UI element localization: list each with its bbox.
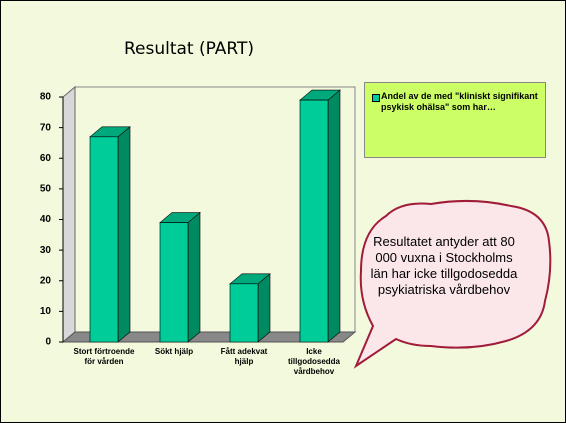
y-tick-label: 80 [40, 92, 52, 103]
bar-front [159, 222, 189, 343]
x-tick-label: Sökt hjälp [154, 347, 194, 356]
callout-shape [353, 199, 552, 369]
bar [89, 126, 131, 343]
bar [299, 89, 341, 343]
plot-side-wall [62, 85, 76, 344]
callout-text: Resultatet antyder att 80 000 vuxna i St… [370, 234, 518, 297]
y-tick-label: 0 [45, 337, 51, 348]
x-tick-label: Icke tillgodosedda vårdbehov [288, 347, 340, 376]
y-tick-label: 40 [40, 214, 52, 225]
legend-swatch [372, 94, 380, 102]
bar [229, 273, 271, 343]
bar-front [89, 136, 119, 343]
bar-side [117, 126, 131, 343]
bar-side [187, 211, 201, 343]
y-tick-label: 60 [40, 153, 52, 164]
y-tick-label: 70 [40, 122, 52, 133]
x-tick-label: Fått adekvat hjälp [220, 347, 268, 366]
bar-side [257, 273, 271, 343]
x-tick-label: Stort förtroende för vården [73, 347, 135, 366]
bar-front [299, 99, 329, 343]
y-tick-label: 20 [40, 275, 52, 286]
bar [159, 211, 201, 343]
y-tick-label: 30 [40, 245, 52, 256]
legend-label: Andel av de med "kliniskt signifikant ps… [381, 91, 538, 112]
y-tick-label: 50 [40, 184, 52, 195]
bar-side [327, 89, 341, 343]
chart-title: Resultat (PART) [124, 39, 254, 59]
legend: Andel av de med "kliniskt signifikant ps… [364, 82, 546, 158]
y-tick-label: 10 [40, 306, 52, 317]
bar-front [229, 283, 259, 343]
